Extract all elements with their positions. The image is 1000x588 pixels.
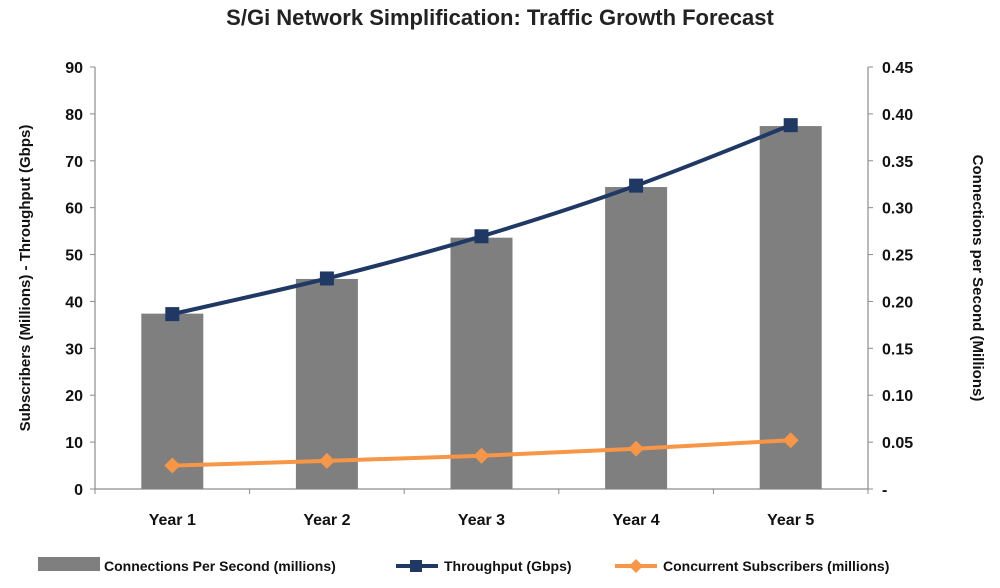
marker-concurrent-subscribers [164,457,181,474]
y-axis-left-label: Subscribers (Millions) - Throughput (Gbp… [17,125,34,432]
x-axis-tick-label: Year 1 [149,512,196,529]
bar-connections-per-second [450,237,513,489]
plot-area: 0 10 20 30 40 50 60 70 80 90 - 0.05 0.10 0.15 0.20 0.25… [65,60,913,529]
marker-throughput [319,271,334,286]
legend-label-connections-per-second: Connections Per Second (millions) [104,558,336,574]
legend: Connections Per Second (millions) Through… [38,557,889,574]
y-axis-right-tick-label: 0.25 [882,248,913,265]
x-axis-tick-label: Year 3 [458,512,505,529]
marker-concurrent-subscribers [473,447,490,464]
y-axis-right-tick-label: 0.30 [882,201,913,218]
y-axis-right-tick-label: - [882,482,887,499]
legend-label-concurrent-subscribers: Concurrent Subscribers (millions) [663,558,889,574]
y-axis-left-tick-label: 30 [65,341,83,358]
y-axis-left-label-group: Subscribers (Millions) - Throughput (Gbp… [17,125,34,432]
legend-marker-throughput [410,560,422,572]
marker-concurrent-subscribers [782,432,799,449]
y-axis-right-label-group: Connections per Second (Millions) [969,155,986,402]
marker-throughput [165,307,180,322]
bar-connections-per-second [605,187,668,489]
y-axis-right-tick-label: 0.15 [882,341,913,358]
marker-concurrent-subscribers [628,440,645,457]
y-axis-left-tick-label: 10 [65,435,83,452]
legend-label-throughput: Throughput (Gbps) [444,558,572,574]
y-axis-right-tick-label: 0.10 [882,388,913,405]
y-axis-left-tick-label: 90 [65,60,83,77]
y-axis-left-tick-label: 50 [65,248,83,265]
y-axis-left-tick-label: 70 [65,154,83,171]
marker-concurrent-subscribers [318,452,335,469]
y-axis-right-tick-label: 0.35 [882,154,913,171]
x-axis-tick-label: Year 5 [767,512,814,529]
marker-throughput [474,229,489,244]
y-axis-right-label: Connections per Second (Millions) [969,155,986,402]
y-axis-right-tick-label: 0.45 [882,60,913,77]
y-axis-left-tick-label: 40 [65,294,83,311]
y-axis-left-tick-label: 60 [65,201,83,218]
marker-throughput [629,178,644,193]
legend-marker-concurrent-subscribers [629,559,643,573]
marker-throughput [783,118,798,133]
y-axis-left-tick-label: 80 [65,107,83,124]
y-axis-right-tick-label: 0.20 [882,294,913,311]
bar-connections-per-second [759,126,822,489]
y-axis-right-tick-label: 0.05 [882,435,913,452]
y-axis-right-tick-label: 0.40 [882,107,913,124]
legend-swatch-connections-per-second [38,557,100,571]
y-axis-left-tick-label: 20 [65,388,83,405]
chart-title: S/Gi Network Simplification: Traffic Gro… [226,5,774,30]
y-axis-left-tick-label: 0 [74,482,83,499]
x-axis-tick-label: Year 2 [303,512,350,529]
x-axis-tick-label: Year 4 [613,512,660,529]
